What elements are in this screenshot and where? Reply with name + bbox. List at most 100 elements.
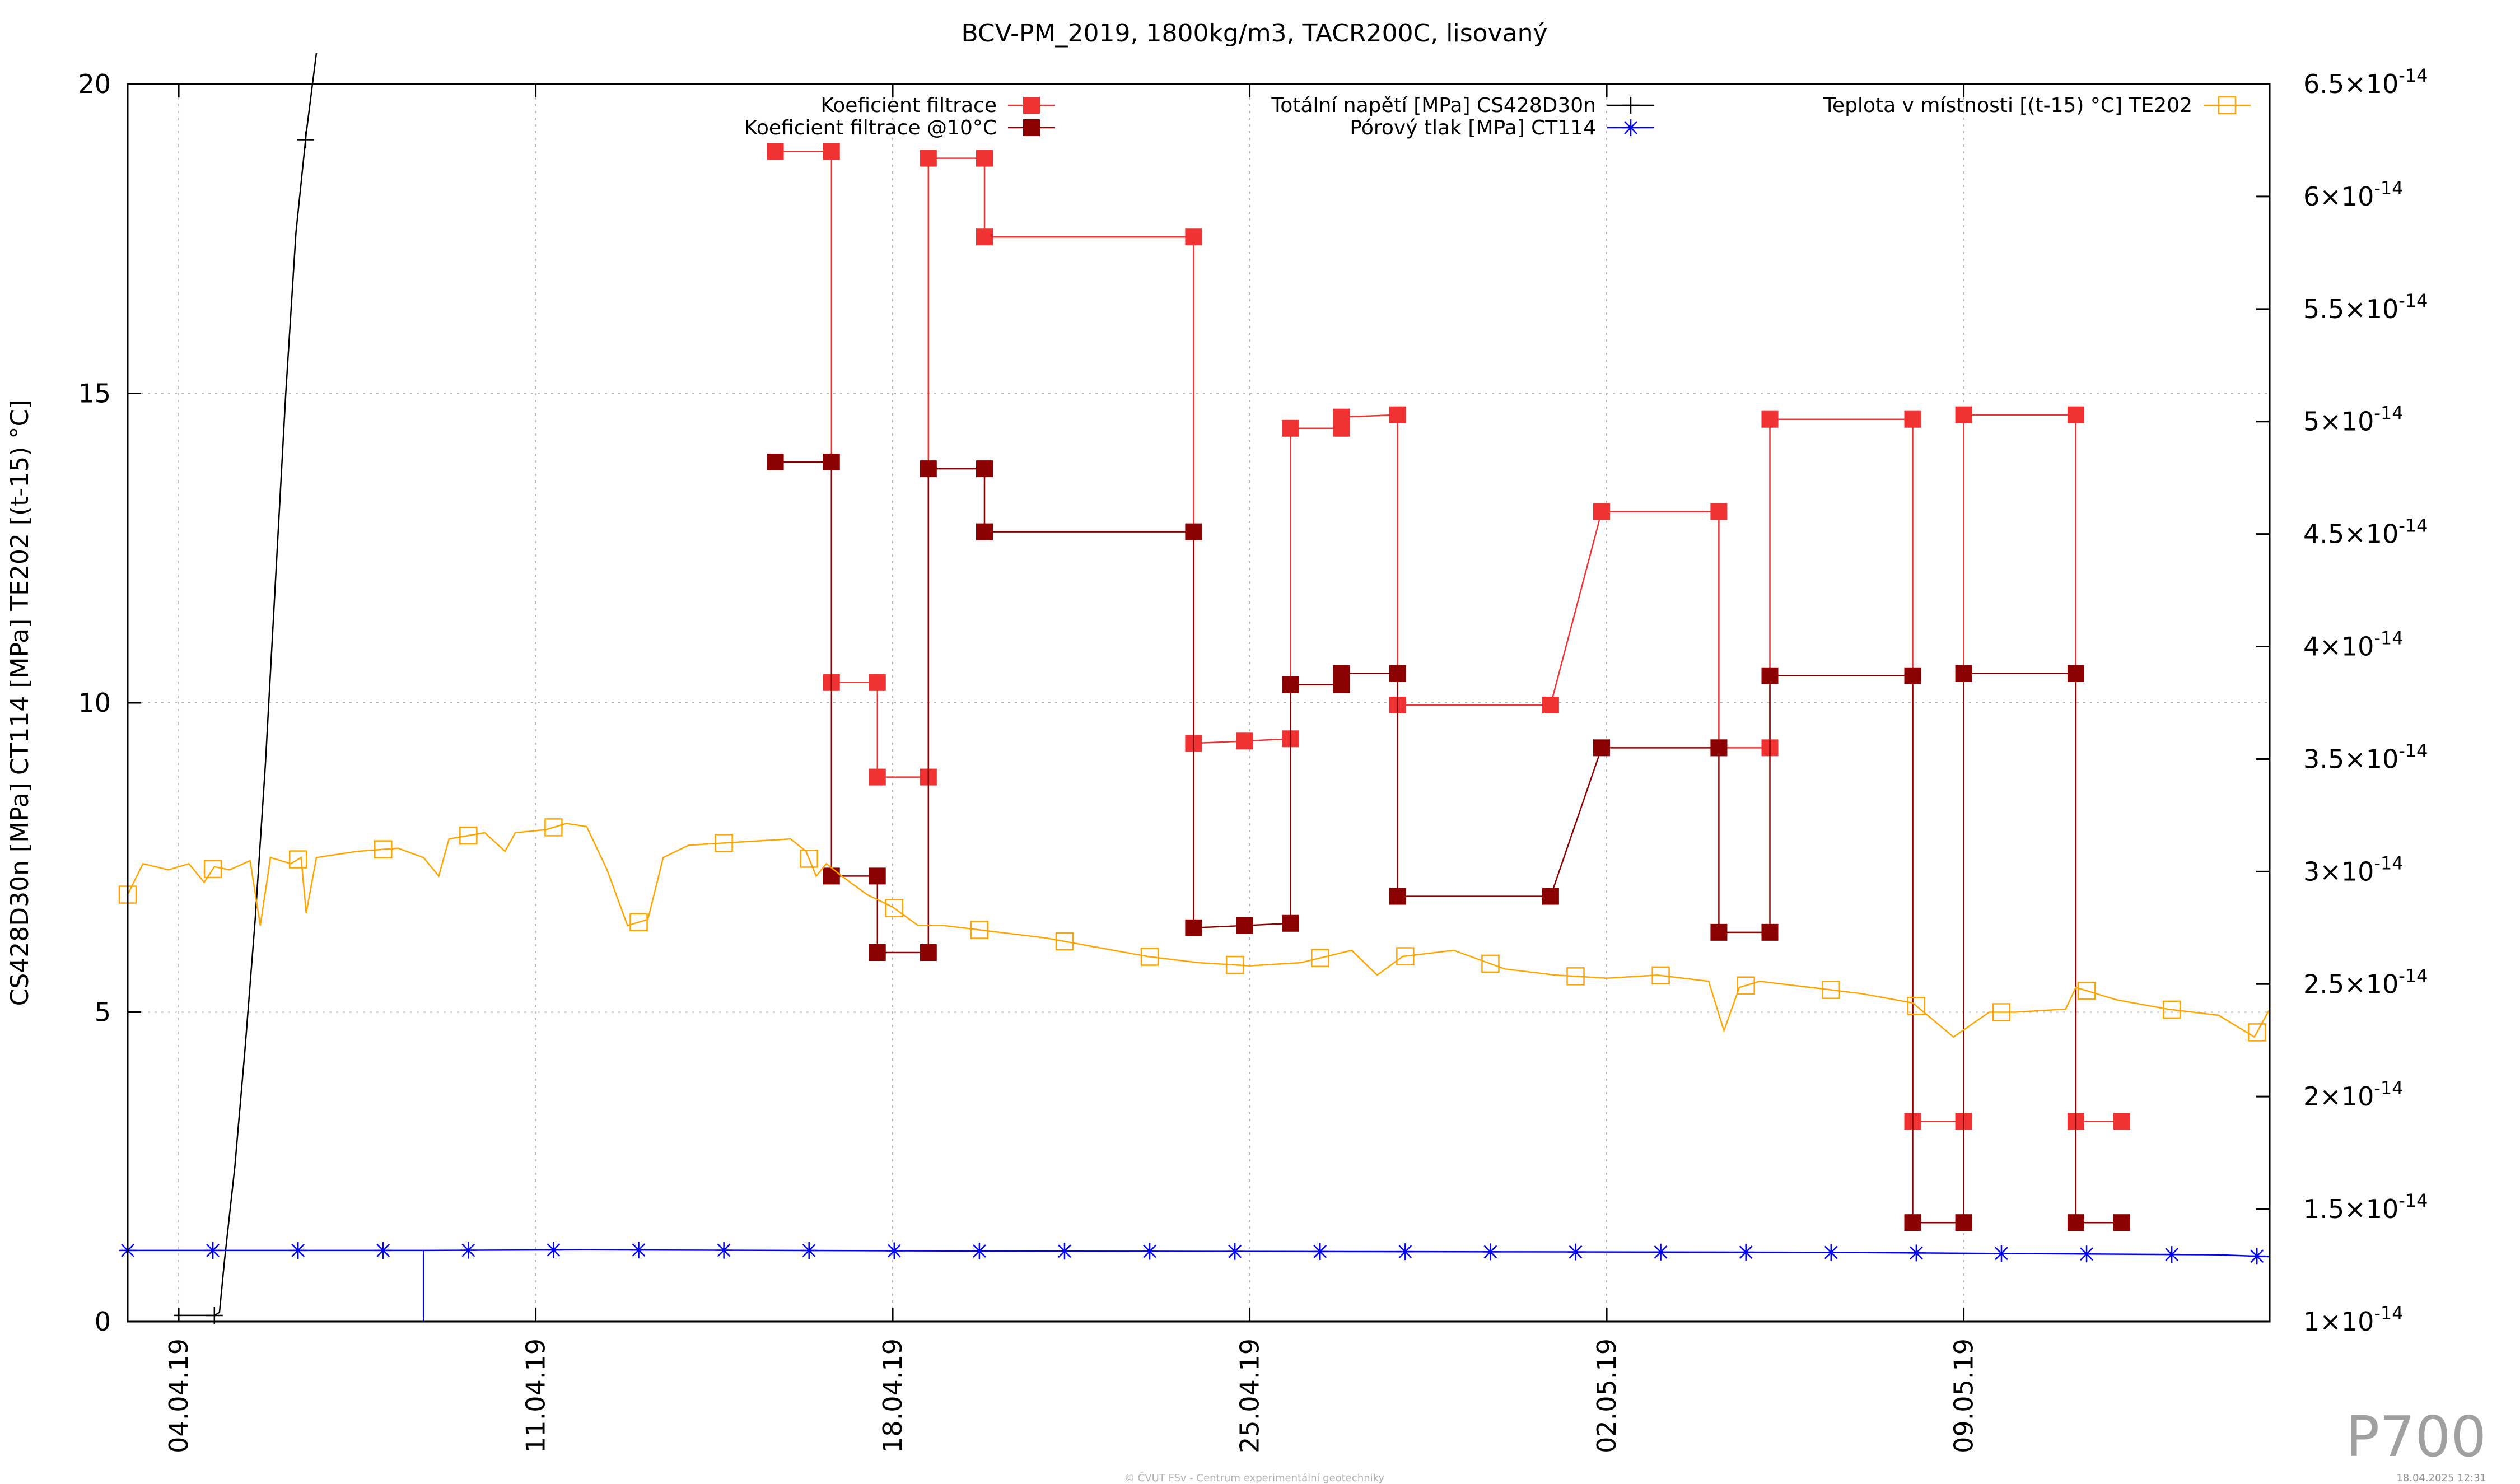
data-point [823, 143, 840, 160]
y-axis-left: 0 5 10 15 20 [78, 69, 141, 1337]
data-point [823, 454, 840, 471]
data-point [1955, 1214, 1972, 1231]
data-point [297, 131, 314, 148]
data-point [1389, 888, 1406, 905]
y-tick-label-right: 6.5×10-14 [2303, 65, 2428, 99]
data-point [1710, 923, 1728, 941]
data-point [1023, 119, 1040, 136]
data-point [1185, 919, 1202, 936]
x-tick-label: 11.04.19 [521, 1338, 551, 1453]
y-tick-label-right: 4×10-14 [2303, 628, 2404, 662]
series-line [128, 1249, 2270, 1322]
y-axis-label: CS428D30n [MPa] CT114 [MPa] TE202 [(t-15… [6, 400, 34, 1006]
legend-label: Koeficient filtrace [820, 94, 997, 117]
footer-credit: © ČVUT FSv - Centrum experimentální geot… [1124, 1472, 1384, 1484]
data-point [1904, 1214, 1921, 1231]
data-point [1955, 406, 1972, 423]
y-tick-label-left: 5 [95, 997, 111, 1028]
data-point [1282, 676, 1299, 693]
data-point [1185, 523, 1202, 540]
data-point [1312, 1243, 1329, 1260]
data-point [1225, 955, 1244, 974]
data-point [1141, 1243, 1159, 1260]
data-point [1761, 667, 1779, 684]
data-point [290, 1242, 307, 1259]
series-line [775, 151, 2122, 1122]
data-point [767, 143, 784, 160]
data-point [2113, 1214, 2130, 1231]
data-point [2067, 665, 2084, 682]
data-point [1185, 228, 1202, 246]
data-point [715, 1242, 732, 1259]
data-point [1396, 947, 1415, 965]
chart-title: BCV-PM_2019, 1800kg/m3, TACR200C, lisova… [962, 19, 1548, 48]
data-point [2247, 1023, 2266, 1042]
series-0 [767, 143, 2130, 1130]
data-point [1904, 667, 1921, 684]
data-point [1236, 732, 1253, 750]
footer-timestamp: 18.04.2025 12:31 [2396, 1472, 2486, 1484]
data-point [1482, 1243, 1499, 1261]
y-tick-label-right: 3.5×10-14 [2303, 740, 2428, 774]
data-point [2067, 1214, 2084, 1231]
data-point [1593, 739, 1610, 757]
y-tick-label-right: 2×10-14 [2303, 1077, 2404, 1112]
data-point [1567, 1243, 1584, 1261]
y-tick-label-left: 20 [78, 69, 111, 99]
data-point [976, 523, 993, 540]
y-tick-label-right: 5.5×10-14 [2303, 290, 2428, 324]
data-point [2163, 1246, 2181, 1263]
data-point [1389, 406, 1406, 423]
data-point [976, 228, 993, 246]
y-tick-label-left: 10 [78, 688, 111, 718]
data-point [1710, 739, 1728, 757]
data-point [2077, 981, 2096, 1000]
data-point [1542, 888, 1559, 905]
plot-frame [127, 83, 2271, 1323]
series-line [174, 53, 318, 1317]
series-4 [118, 818, 2271, 1042]
legend-label: Koeficient filtrace @10°C [744, 116, 997, 139]
data-point [288, 850, 307, 869]
data-point [2067, 406, 2084, 423]
y-tick-label-left: 15 [78, 379, 111, 409]
y-tick-label-right: 3×10-14 [2303, 852, 2404, 886]
data-point [1593, 503, 1610, 520]
data-point [1023, 97, 1040, 114]
data-point [203, 860, 222, 879]
x-axis: 04.04.19 11.04.19 18.04.19 25.04.19 02.05.19… [164, 84, 1979, 1453]
data-point [1282, 419, 1299, 437]
data-point [1236, 917, 1253, 934]
x-tick-label: 02.05.19 [1592, 1338, 1622, 1453]
data-point [920, 150, 937, 167]
data-point [1333, 665, 1350, 682]
data-point [1761, 923, 1779, 941]
y-tick-label-right: 4.5×10-14 [2303, 515, 2428, 549]
data-point [920, 944, 937, 962]
series-line [775, 461, 2122, 1224]
data-point [1737, 976, 1755, 995]
data-point [1333, 408, 1350, 426]
data-point [869, 944, 886, 962]
data-point [630, 1242, 647, 1259]
legend-label: Totální napětí [MPa] CS428D30n [1271, 94, 1596, 117]
data-point [976, 150, 993, 167]
data-point [545, 1242, 562, 1259]
data-point [1542, 697, 1559, 714]
legend-label: Teplota v místnosti [(t-15) °C] TE202 [1823, 94, 2192, 117]
data-point [1822, 1244, 1840, 1261]
data-point [920, 460, 937, 478]
data-point [800, 850, 818, 868]
data-point [970, 1242, 988, 1259]
data-point [1737, 1244, 1754, 1261]
data-point [1907, 996, 1926, 1015]
data-point [1481, 954, 1500, 973]
y-tick-label-right: 1×10-14 [2303, 1303, 2404, 1337]
data-point [2218, 96, 2237, 115]
data-point [1761, 410, 1779, 428]
data-point [970, 921, 989, 939]
data-point [544, 818, 563, 837]
legend-item: Totální napětí [MPa] CS428D30n [1271, 94, 1654, 117]
